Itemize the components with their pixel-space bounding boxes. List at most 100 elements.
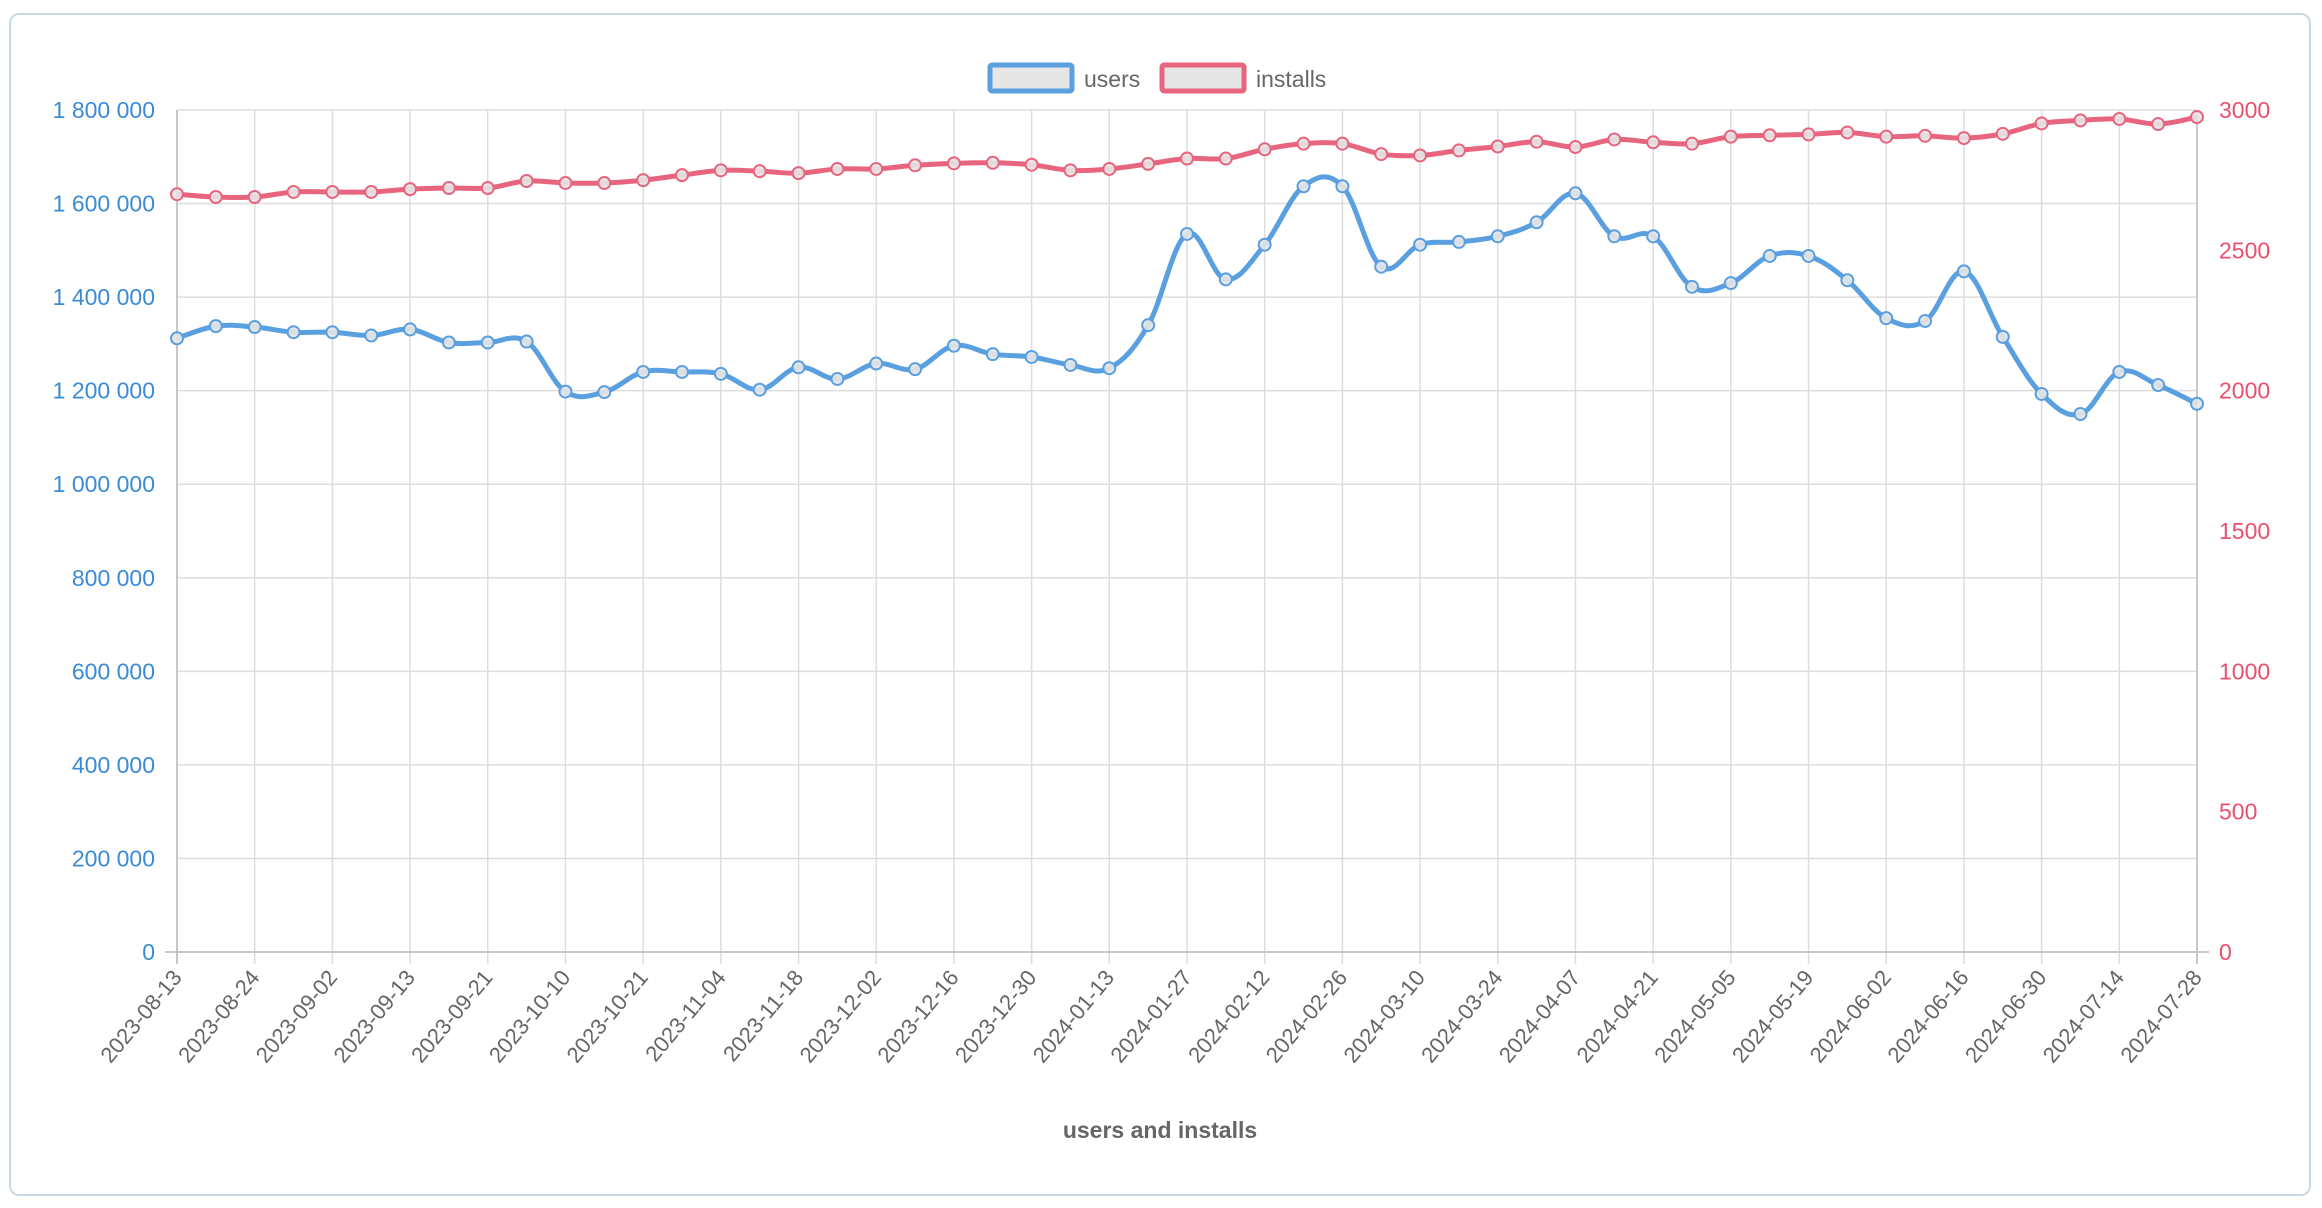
- data-point-users: [1762, 248, 1777, 263]
- series-installs: [170, 110, 2204, 205]
- data-point-installs: [1840, 125, 1855, 140]
- data-point-installs: [713, 163, 728, 178]
- data-point-users: [1956, 264, 1971, 279]
- left-tick-label: 200 000: [72, 845, 155, 871]
- data-point-users: [325, 325, 340, 340]
- data-point-installs: [1102, 161, 1117, 176]
- data-point-users: [1840, 273, 1855, 288]
- data-point-installs: [441, 181, 456, 196]
- data-point-users: [2151, 378, 2166, 393]
- data-point-installs: [480, 181, 495, 196]
- legend: users installs: [987, 62, 1326, 94]
- right-axis-ticks: 0 500 1000 1500 2000 2500 3000: [2219, 97, 2270, 965]
- data-point-installs: [1995, 126, 2010, 141]
- data-point-installs: [1218, 151, 1233, 166]
- data-point-users: [908, 362, 923, 377]
- data-point-installs: [597, 175, 612, 190]
- data-point-installs: [170, 187, 184, 202]
- data-point-users: [480, 335, 495, 350]
- left-axis-ticks: 0 200 000 400 000 600 000 800 000 1 000 000 1 …: [53, 97, 155, 965]
- data-point-installs: [286, 184, 301, 199]
- data-point-installs: [558, 175, 573, 190]
- data-point-users: [1296, 179, 1311, 194]
- data-point-users: [1723, 276, 1738, 291]
- data-point-users: [1257, 237, 1272, 252]
- data-point-users: [713, 366, 728, 381]
- data-point-installs: [1879, 129, 1894, 144]
- data-point-users: [1451, 234, 1466, 249]
- data-point-installs: [1568, 140, 1583, 155]
- data-point-installs: [946, 156, 961, 171]
- left-tick-label: 1 000 000: [53, 471, 155, 497]
- data-point-installs: [1607, 132, 1622, 147]
- legend-swatch-users: [987, 62, 1075, 94]
- data-point-installs: [519, 174, 534, 189]
- left-tick-label: 1 600 000: [53, 191, 155, 217]
- left-tick-label: 400 000: [72, 752, 155, 778]
- data-point-users: [2073, 407, 2088, 422]
- data-point-installs: [2151, 117, 2166, 132]
- left-tick-label: 800 000: [72, 565, 155, 591]
- data-point-users: [1374, 259, 1389, 274]
- left-tick-label: 600 000: [72, 658, 155, 684]
- legend-item-installs[interactable]: installs: [1159, 62, 1326, 94]
- legend-label-users: users: [1084, 66, 1140, 92]
- data-point-users: [1218, 272, 1233, 287]
- data-point-users: [1141, 318, 1156, 333]
- data-point-installs: [325, 184, 340, 199]
- data-point-installs: [752, 164, 767, 179]
- data-point-users: [1063, 357, 1078, 372]
- data-point-installs: [1413, 148, 1428, 163]
- left-tick-label: 0: [142, 939, 155, 965]
- right-tick-label: 500: [2219, 799, 2257, 825]
- data-point-installs: [1374, 147, 1389, 162]
- data-point-users: [247, 320, 262, 335]
- data-point-users: [1646, 229, 1661, 244]
- data-point-users: [2112, 364, 2127, 379]
- data-point-users: [946, 338, 961, 353]
- data-point-installs: [2112, 111, 2127, 126]
- data-point-installs: [636, 173, 651, 188]
- x-axis-ticks: 2023-08-132023-08-242023-09-022023-09-13…: [95, 965, 2206, 1067]
- data-point-installs: [2073, 113, 2088, 128]
- data-point-users: [1413, 237, 1428, 252]
- data-point-users: [2034, 386, 2049, 401]
- chart-panel: [9, 13, 2311, 1196]
- data-point-users: [1918, 313, 1933, 328]
- data-point-users: [830, 371, 845, 386]
- data-point-installs: [247, 190, 262, 205]
- data-point-installs: [1646, 135, 1661, 150]
- left-tick-label: 1 400 000: [53, 284, 155, 310]
- legend-item-users[interactable]: users: [987, 62, 1140, 94]
- data-point-users: [286, 325, 301, 340]
- data-point-users: [1024, 349, 1039, 364]
- data-point-users: [208, 319, 223, 334]
- data-point-installs: [830, 161, 845, 176]
- data-point-users: [1685, 279, 1699, 294]
- data-point-installs: [403, 182, 418, 197]
- right-tick-label: 2500: [2219, 237, 2270, 263]
- data-point-installs: [869, 161, 884, 176]
- data-point-installs: [908, 158, 923, 173]
- data-point-installs: [1024, 157, 1039, 172]
- data-point-users: [170, 331, 184, 346]
- data-point-installs: [1335, 136, 1350, 151]
- data-point-users: [1607, 229, 1622, 244]
- data-point-users: [985, 347, 1000, 362]
- data-point-users: [1568, 186, 1583, 201]
- right-tick-label: 2000: [2219, 378, 2270, 404]
- data-point-users: [2190, 396, 2204, 411]
- data-point-installs: [1956, 131, 1971, 146]
- data-point-users: [441, 335, 456, 350]
- data-point-users: [403, 322, 418, 337]
- legend-swatch-installs: [1159, 62, 1247, 94]
- data-point-installs: [1685, 136, 1699, 151]
- right-tick-label: 1000: [2219, 658, 2270, 684]
- data-point-users: [1879, 311, 1894, 326]
- data-point-installs: [208, 190, 223, 205]
- data-point-installs: [1063, 163, 1078, 178]
- grid-lines: [165, 109, 2209, 964]
- right-tick-label: 0: [2219, 939, 2232, 965]
- data-point-users: [364, 328, 379, 343]
- right-tick-label: 3000: [2219, 97, 2270, 123]
